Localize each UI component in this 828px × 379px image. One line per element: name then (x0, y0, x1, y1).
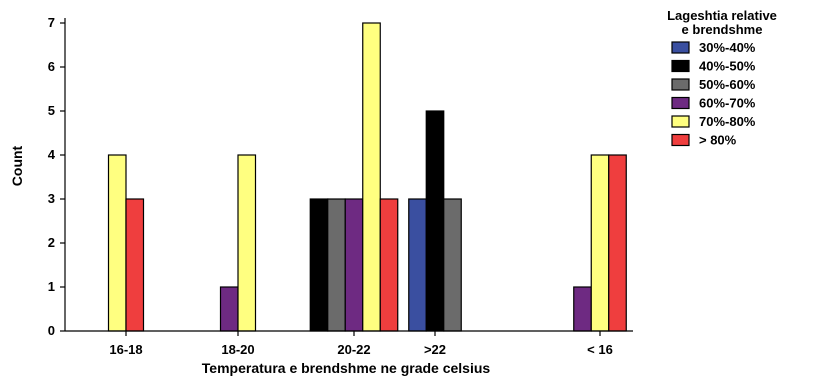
bar-2022-4 (362, 22, 381, 332)
bar-2022-5 (379, 198, 399, 332)
x-tick-label: 16-18 (109, 342, 142, 357)
y-tick-label: 4 (48, 147, 56, 162)
legend-swatch (671, 96, 690, 110)
bar-1618-4 (107, 154, 127, 332)
legend-label: 30%-40% (699, 40, 756, 55)
legend-label: 60%-70% (699, 96, 756, 111)
legend-swatch (671, 133, 690, 147)
legend-label: > 80% (699, 133, 737, 148)
legend: 30%-40% 40%-50% 50%-60% 60%-70% 70%-80% > 80% (671, 40, 756, 148)
bars-group (107, 22, 627, 332)
x-tick-label: >22 (424, 342, 446, 357)
legend-label: 40%-50% (699, 59, 756, 74)
legend-swatch (671, 59, 690, 73)
y-tick-label: 5 (48, 103, 55, 118)
bar-2022-1 (309, 198, 329, 332)
bar-16-4 (590, 154, 610, 332)
legend-title-line-1: Lageshtia relative (667, 8, 777, 23)
bar-22-2 (443, 198, 462, 332)
bar-16-3 (573, 286, 592, 332)
legend-label: 70%-80% (699, 114, 756, 129)
legend-title-line-2: e brendshme (682, 22, 763, 37)
y-tick-label: 7 (48, 15, 55, 30)
x-tick-label: < 16 (587, 342, 613, 357)
y-axis-title: Count (9, 145, 25, 186)
bar-2022-3 (344, 198, 364, 332)
bar-22-0 (408, 198, 427, 332)
bar-1618-5 (125, 198, 145, 332)
y-tick-label: 3 (48, 191, 55, 206)
legend-swatch (671, 41, 690, 54)
bar-2022-2 (327, 198, 346, 332)
bar-1820-3 (219, 286, 239, 332)
bar-16-5 (608, 154, 627, 332)
axes-group: 0 1 2 3 4 5 6 7 16-18 18-20 20-22 >22 < 16 (48, 15, 633, 357)
x-tick-label: 20-22 (337, 342, 370, 357)
y-tick-label: 6 (48, 59, 55, 74)
y-tick-label: 0 (48, 323, 55, 338)
bar-1820-4 (237, 154, 257, 332)
x-tick-label: 18-20 (221, 342, 254, 357)
legend-label: 50%-60% (699, 77, 756, 92)
x-axis-title: Temperatura e brendshme ne grade celsius (202, 360, 491, 376)
y-tick-label: 1 (48, 279, 55, 294)
legend-swatch (671, 78, 690, 91)
y-tick-label: 2 (48, 235, 55, 250)
bar-22-1 (425, 110, 445, 332)
legend-swatch (671, 115, 690, 128)
